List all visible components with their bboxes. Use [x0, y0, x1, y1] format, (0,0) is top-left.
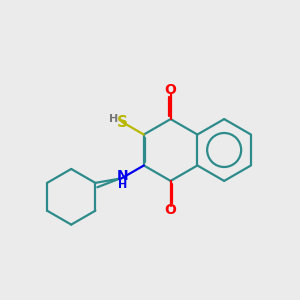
Text: O: O	[165, 203, 176, 218]
Text: H: H	[109, 114, 119, 124]
Text: H: H	[118, 180, 127, 190]
Text: S: S	[117, 115, 128, 130]
Text: N: N	[116, 169, 128, 183]
Text: O: O	[165, 82, 176, 97]
